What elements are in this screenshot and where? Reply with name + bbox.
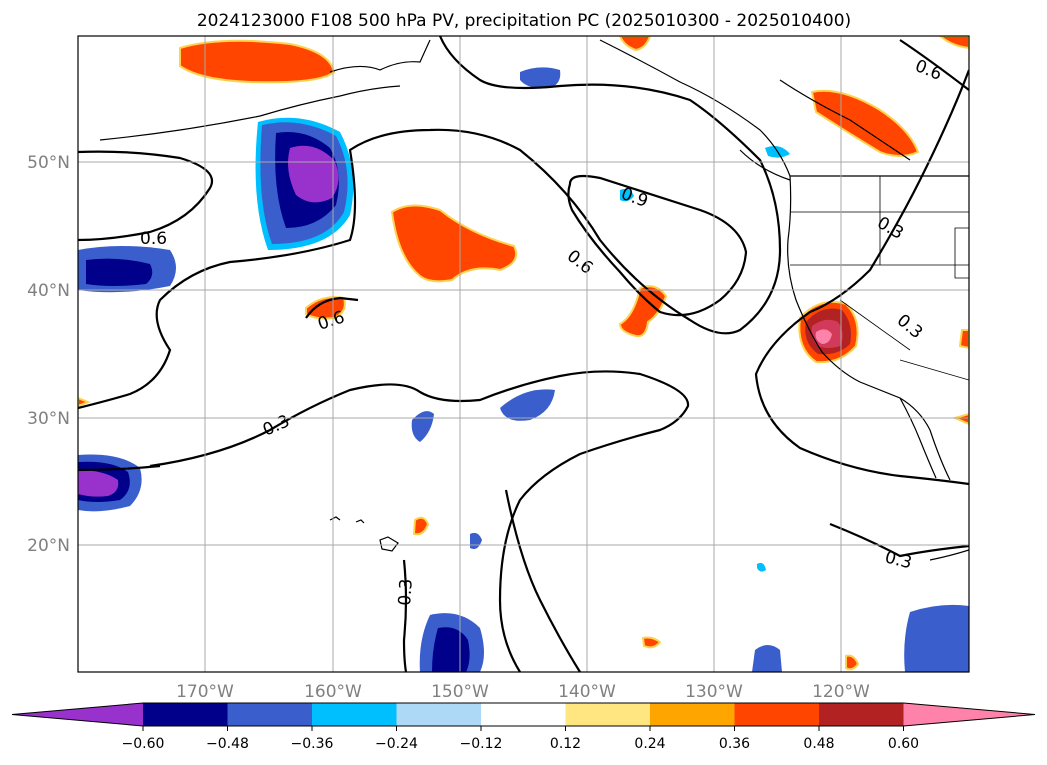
anomaly-north-pacific-negative-peak: [288, 145, 339, 203]
anomaly-california-positive-peak: [815, 329, 832, 344]
anomaly-small-positive-3: [412, 516, 430, 536]
anomaly-small-positive-1: [618, 36, 652, 52]
lon-tick-label: 140°W: [558, 682, 616, 702]
colorbar-extend-max: [903, 703, 1035, 726]
anomaly-small-positive-2: [938, 36, 969, 50]
colorbar-tick-label: −0.24: [375, 736, 418, 752]
lon-tick-label: 120°W: [812, 682, 870, 702]
colorbar-tick-label: −0.36: [291, 736, 334, 752]
colorbar-segment: [819, 703, 904, 726]
figure-title: 2024123000 F108 500 hPa PV, precipitatio…: [197, 11, 851, 31]
coastlines: [99, 39, 969, 561]
colorbar-extend-min: [12, 703, 143, 726]
pv-contour-0.3-south: [402, 559, 408, 672]
colorbar-tick-label: 0.36: [719, 736, 750, 752]
anomaly-southwest-negative-peak: [78, 470, 119, 497]
contour-label: 0.3: [395, 578, 417, 606]
state-borders: [790, 176, 969, 381]
lon-tick-label: 170°W: [176, 682, 234, 702]
anomaly-central-positive: [390, 204, 518, 283]
anomaly-west-negative-core: [86, 258, 153, 286]
colorbar-segment: [143, 703, 228, 726]
lat-tick-label: 30°N: [27, 409, 70, 429]
anomaly-small-positive-4: [641, 636, 662, 649]
colorbar-tick-label: 0.12: [550, 736, 581, 752]
anomaly-aleutian-positive: [179, 39, 336, 84]
anomaly-offshore-positive: [618, 285, 668, 338]
pv-contour-0.6-small: [305, 296, 359, 319]
map-panel: 0.6 0.6 0.6 0.6 0.9 0.3 0.3 0.3 0.3 0.3: [77, 35, 970, 673]
colorbar-segment: [481, 703, 566, 726]
anomaly-small-positive-6: [958, 329, 969, 350]
colorbar-segment: [565, 703, 651, 726]
anomaly-alaska-coast-positive: [810, 89, 920, 157]
us-west-coastline: [787, 175, 951, 481]
map-frame: [77, 35, 970, 673]
lat-tick-label: 50°N: [27, 153, 70, 173]
lon-tick-label: 150°W: [431, 682, 489, 702]
map-gridlines: [78, 36, 969, 672]
anomaly-small-negative-5: [757, 562, 766, 572]
lat-tick-label: 20°N: [27, 536, 70, 556]
pv-contour-low-lat: [78, 464, 161, 472]
anomaly-small-positive-7: [952, 412, 969, 426]
colorbar-segment: [396, 703, 482, 726]
anomaly-small-positive-5: [845, 654, 860, 671]
anomaly-gulf-negative: [520, 67, 561, 89]
anomaly-small-negative-1: [752, 645, 782, 672]
mexico-coastline: [929, 549, 969, 561]
pv-contour-0.6-central: [78, 36, 782, 410]
anomaly-se-negative: [904, 604, 969, 672]
anomaly-small-positive-8: [78, 396, 91, 408]
colorbar-tick-label: 0.60: [888, 736, 919, 752]
hawaii-islands: [329, 516, 399, 552]
pv-contour-0.3-southeast: [829, 522, 969, 558]
colorbar: −0.60 −0.48 −0.36 −0.24 −0.12 0.12 0.24 0.36 0.4…: [11, 702, 1036, 752]
anomaly-west-hawaii-positive: [305, 296, 346, 320]
anomaly-mid-negative-2: [411, 411, 434, 442]
alaska-panhandle-coastline: [599, 39, 791, 177]
lon-tick-label: 130°W: [685, 682, 743, 702]
colorbar-tick-label: 0.48: [803, 736, 834, 752]
colorbar-segment: [650, 703, 735, 726]
longitude-labels: 170°W 160°W 150°W 140°W 130°W 120°W: [176, 682, 870, 702]
colorbar-segment: [227, 703, 313, 726]
colorbar-tick-label: −0.12: [460, 736, 503, 752]
pv-contour-0.3-coast: [754, 69, 969, 486]
anomaly-small-negative-3: [620, 188, 634, 202]
latitude-labels: 50°N 40°N 30°N 20°N: [27, 153, 70, 556]
colorbar-segment: [734, 703, 820, 726]
positive-precip-anomalies: [78, 36, 969, 671]
baja-coastline: [899, 397, 937, 479]
pv-contour-0.6-southeast: [504, 489, 581, 672]
anomaly-mid-negative-1: [500, 389, 555, 421]
alaska-coastline: [99, 39, 431, 141]
colorbar-tick-label: −0.60: [122, 736, 165, 752]
colorbar-tick-label: 0.24: [634, 736, 665, 752]
pv-contour-0.3-northwest: [149, 370, 690, 672]
colorbar-segment: [312, 703, 397, 726]
colorbar-tick-label: −0.48: [206, 736, 249, 752]
lat-tick-label: 40°N: [27, 281, 70, 301]
lon-tick-label: 160°W: [304, 682, 362, 702]
pv-contour-0.6-west: [78, 150, 213, 242]
pv-contour-0.6-northeast: [899, 39, 969, 91]
contour-label: 0.6: [140, 229, 167, 249]
